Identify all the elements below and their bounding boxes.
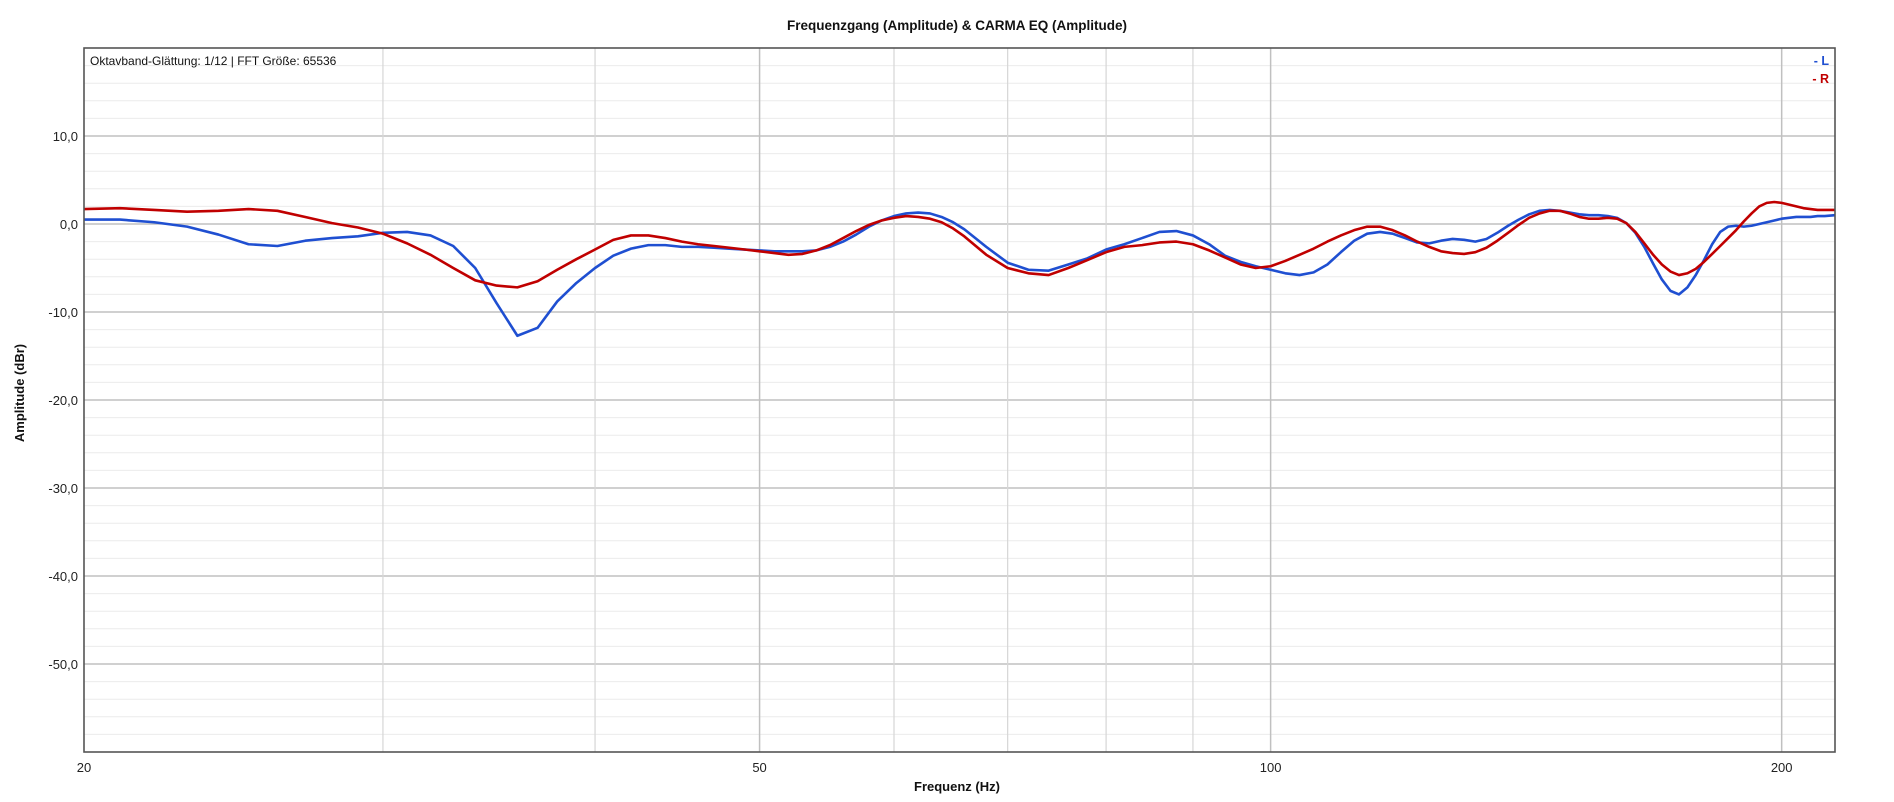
x-tick-label: 20	[77, 760, 91, 775]
plot-area-frame	[83, 47, 1836, 753]
y-tick-label: 10,0	[53, 129, 78, 144]
series-group	[84, 200, 1835, 338]
y-tick-label: -20,0	[48, 393, 78, 408]
legend-entry-r: - R	[1812, 72, 1829, 86]
y-axis-label: Amplitude (dBr)	[12, 344, 27, 442]
series-line-r	[84, 200, 1835, 289]
grid	[84, 48, 1835, 752]
y-tick-label: 0,0	[60, 217, 78, 232]
tick-labels: 10,0 0,0 -10,0 -20,0 -30,0 -40,0 -50,0 20 50 100 2…	[48, 129, 1792, 775]
x-axis-label: Frequenz (Hz)	[914, 779, 1000, 794]
y-tick-label: -40,0	[48, 569, 78, 584]
series-line-l	[84, 208, 1835, 338]
legend: - L - R	[1812, 54, 1829, 86]
legend-entry-l: - L	[1814, 54, 1830, 68]
x-tick-label: 50	[752, 760, 766, 775]
x-tick-label: 100	[1260, 760, 1282, 775]
y-tick-label: -10,0	[48, 305, 78, 320]
chart-title: Frequenzgang (Amplitude) & CARMA EQ (Amp…	[787, 18, 1127, 33]
info-text: Oktavband-Glättung: 1/12 | FFT Größe: 65…	[90, 54, 337, 68]
y-tick-label: -30,0	[48, 481, 78, 496]
y-tick-label: -50,0	[48, 657, 78, 672]
x-tick-label: 200	[1771, 760, 1793, 775]
